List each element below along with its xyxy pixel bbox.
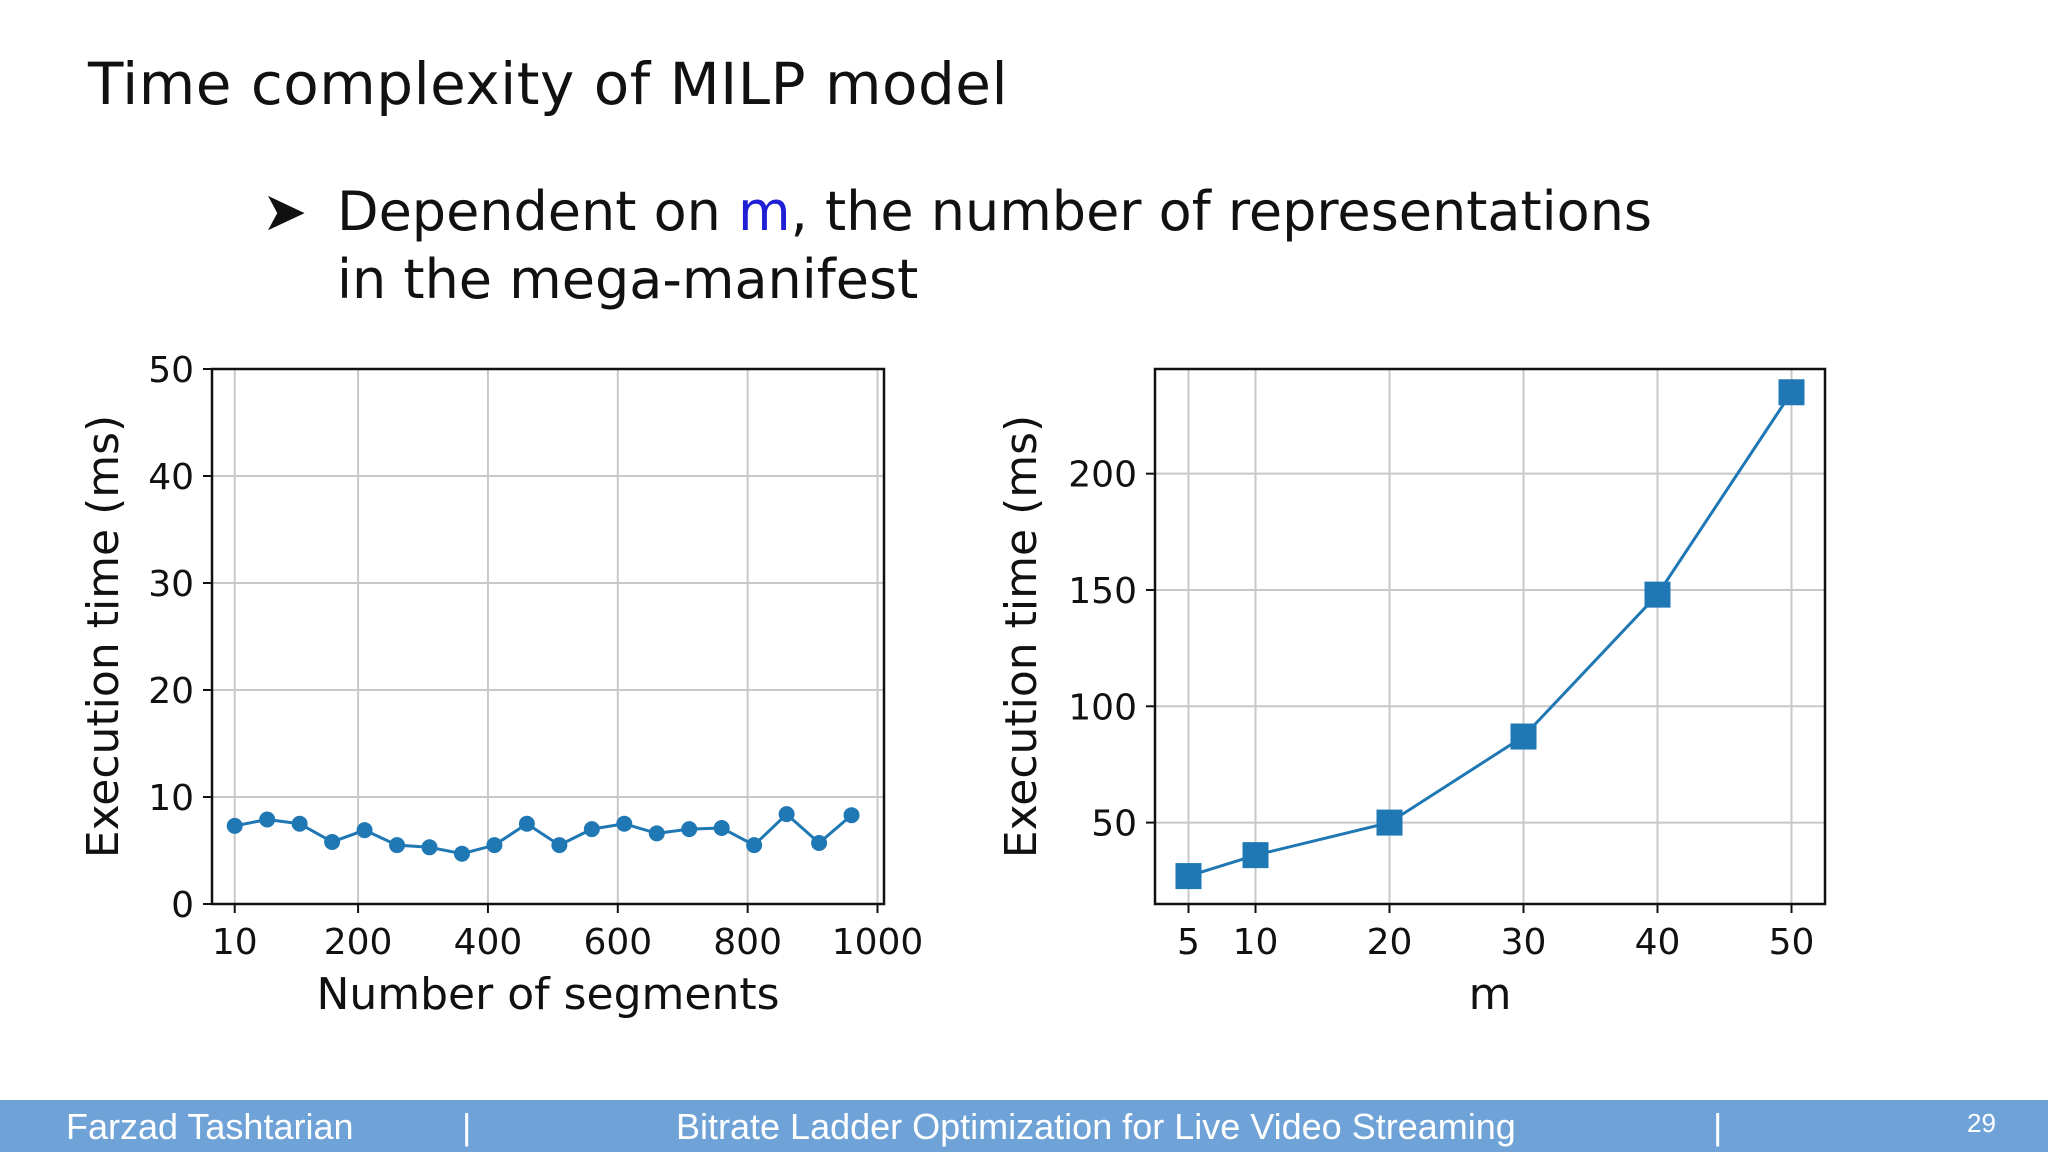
left-ytick-label: 20 [148,671,194,712]
footer-separator-1: | [462,1106,472,1147]
footer-bar: Farzad Tashtarian | Bitrate Ladder Optim… [0,1100,2048,1152]
left-data-point [551,837,568,854]
left-data-point [389,837,406,854]
left-data-point [453,845,470,862]
left-data-point [226,817,243,834]
left-ytick-label: 30 [148,564,194,605]
bullet-after: , the number of representations [790,180,1653,243]
right-data-point [1778,379,1805,406]
left-data-point [811,835,828,852]
left-ytick-label: 10 [148,778,194,819]
footer-page-number: 29 [1967,1108,1996,1138]
left-xtick-label: 400 [454,922,523,963]
left-ytick-label: 40 [148,457,194,498]
left-plot-frame [210,367,886,906]
right-ytick-label: 200 [1068,455,1137,496]
right-x-axis-label: m [1469,969,1512,1020]
bullet-text: Dependent on m, the number of representa… [337,178,1652,314]
right-data-point [1175,863,1202,890]
footer-talk-title: Bitrate Ladder Optimization for Live Vid… [676,1106,1516,1147]
right-xtick-label: 20 [1367,922,1413,963]
left-data-point [324,833,341,850]
left-data-point [648,825,665,842]
left-ytick-label: 50 [148,350,194,391]
right-plot-frame [1153,367,1827,906]
left-data-point [583,821,600,838]
slide-title: Time complexity of MILP model [88,50,1009,118]
left-xtick-label: 800 [713,922,782,963]
left-data-point [778,806,795,823]
right-data-point [1510,723,1537,750]
left-xtick-label: 600 [583,922,652,963]
arrow-bullet-icon: ➤ [262,180,308,243]
left-data-point [713,820,730,837]
left-data-point [421,839,438,856]
chart-segments: 10 200 400 600 800 1000 0 10 20 30 40 50 Number of s… [78,350,924,1020]
left-xtick-label: 10 [212,922,258,963]
right-ytick-label: 50 [1091,804,1137,845]
left-data-point [746,837,763,854]
left-ytick-label: 0 [171,885,194,926]
chart-representations: 5 10 20 30 40 50 50 100 150 200 m Execution time (m… [996,367,1827,1020]
right-series-line [1188,391,1793,878]
left-y-axis-label: Execution time (ms) [78,415,129,858]
right-xtick-label: 50 [1769,922,1815,963]
bullet-highlight-m: m [738,180,791,243]
left-xtick-label: 200 [324,922,393,963]
bullet-line-2: in the mega-manifest [337,248,919,311]
bullet-before: Dependent on [337,180,739,243]
left-data-point [486,837,503,854]
left-data-point [356,822,373,839]
left-x-axis-label: Number of segments [316,969,779,1020]
right-xtick-label: 10 [1233,922,1279,963]
right-xtick-label: 5 [1177,922,1200,963]
left-data-point [291,815,308,832]
left-data-point [616,815,633,832]
left-xtick-label: 1000 [832,922,924,963]
right-y-axis-label: Execution time (ms) [996,415,1047,858]
footer-separator-2: | [1713,1106,1723,1147]
right-ytick-label: 100 [1068,687,1137,728]
right-data-point [1644,581,1671,608]
left-data-point [259,811,276,828]
footer-author: Farzad Tashtarian [66,1106,354,1147]
bullet-line-1: Dependent on m, the number of representa… [337,178,1652,246]
right-data-point [1376,809,1403,836]
right-data-point [1242,842,1269,869]
right-ytick-label: 150 [1068,571,1137,612]
left-data-point [681,821,698,838]
left-data-point [518,815,535,832]
right-xtick-label: 30 [1501,922,1547,963]
right-xtick-label: 40 [1635,922,1681,963]
left-data-point [843,807,860,824]
